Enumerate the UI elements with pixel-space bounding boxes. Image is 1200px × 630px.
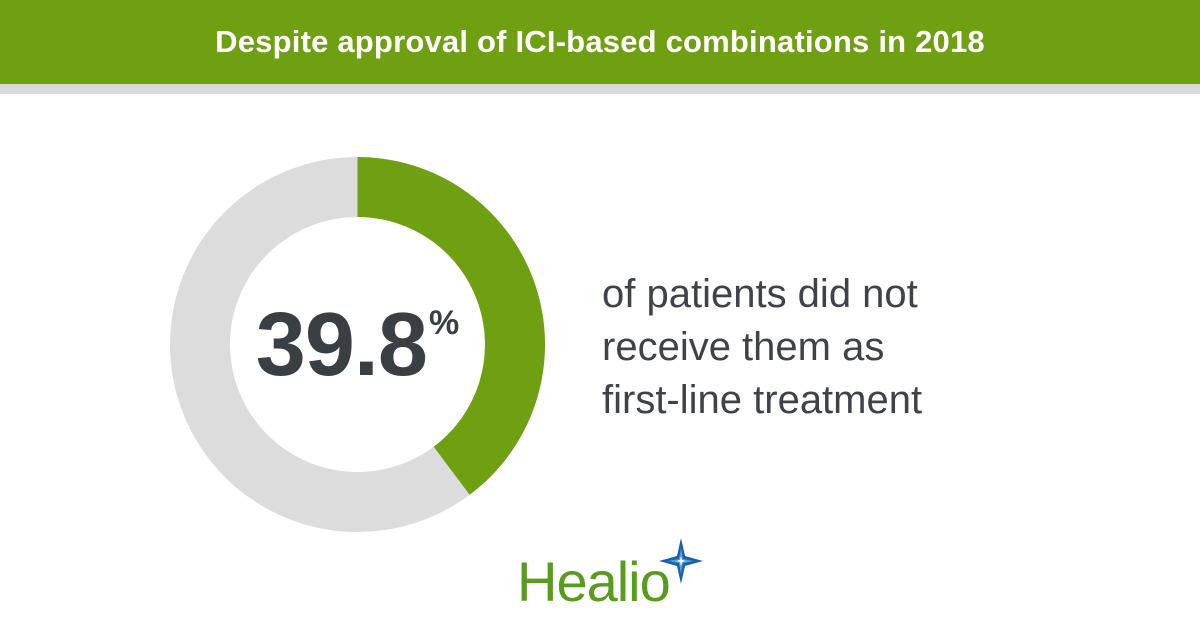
caption-line: of patients did not [602,272,918,316]
header-banner: Despite approval of ICI-based combinatio… [0,0,1200,84]
donut-value-arc [356,157,545,495]
caption-line: receive them as [602,325,885,369]
logo-wordmark: Healio [517,550,671,613]
stat-readout: 39.8 % [256,300,459,390]
caption-line: first-line treatment [602,378,923,422]
header-divider [0,84,1200,94]
header-title: Despite approval of ICI-based combinatio… [215,24,985,59]
stat-unit: % [428,303,460,342]
star-icon [658,538,703,584]
stat-caption: of patients did not receive them as firs… [602,268,922,427]
stat-value: 39.8 [255,294,428,395]
donut-chart [170,157,545,532]
stat-center: 39.8 % [170,157,545,532]
healio-logo: Healio [517,538,706,613]
